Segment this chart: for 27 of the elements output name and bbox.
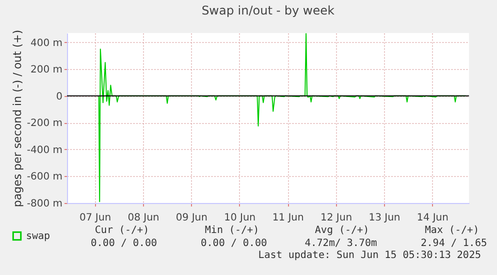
text: Last update: Sun Jun 15 05:30:13 2025 (258, 250, 481, 261)
y-tick-label: -800 m (26, 198, 62, 210)
legend-label: swap (26, 231, 50, 242)
text: 0.00 / 0.00 (200, 238, 267, 249)
x-tick-label: 08 Jun (128, 212, 160, 224)
y-tick-label: -200 m (26, 118, 62, 130)
x-tick-label: 13 Jun (368, 212, 400, 224)
y-tick-label: 400 m (30, 38, 62, 49)
y-tick-label: -600 m (26, 172, 62, 183)
x-tick-label: 14 Jun (416, 212, 448, 224)
x-tick-label: 12 Jun (320, 212, 352, 224)
text: Avg (-/+) (314, 225, 370, 236)
x-tick-label: 10 Jun (224, 212, 256, 224)
y-tick-label: 0 (56, 91, 62, 102)
x-tick-label: 07 Jun (80, 212, 112, 224)
x-tick-label: 11 Jun (272, 212, 304, 224)
y-tick-label: -400 m (26, 144, 62, 156)
text: 4.72m/ 3.70m (304, 238, 377, 249)
text: Max (-/+) (424, 225, 480, 236)
chart-title: Swap in/out - by week (202, 3, 334, 18)
text: Cur (-/+) (94, 225, 150, 236)
x-tick-label: 09 Jun (176, 212, 208, 224)
text: Min (-/+) (204, 225, 260, 236)
y-tick-label: 200 m (30, 64, 62, 76)
text: 2.94 / 1.65 (420, 238, 487, 249)
text: 0.00 / 0.00 (90, 238, 157, 249)
y-axis-title: pages per second in (-) / out (+) (10, 30, 24, 208)
